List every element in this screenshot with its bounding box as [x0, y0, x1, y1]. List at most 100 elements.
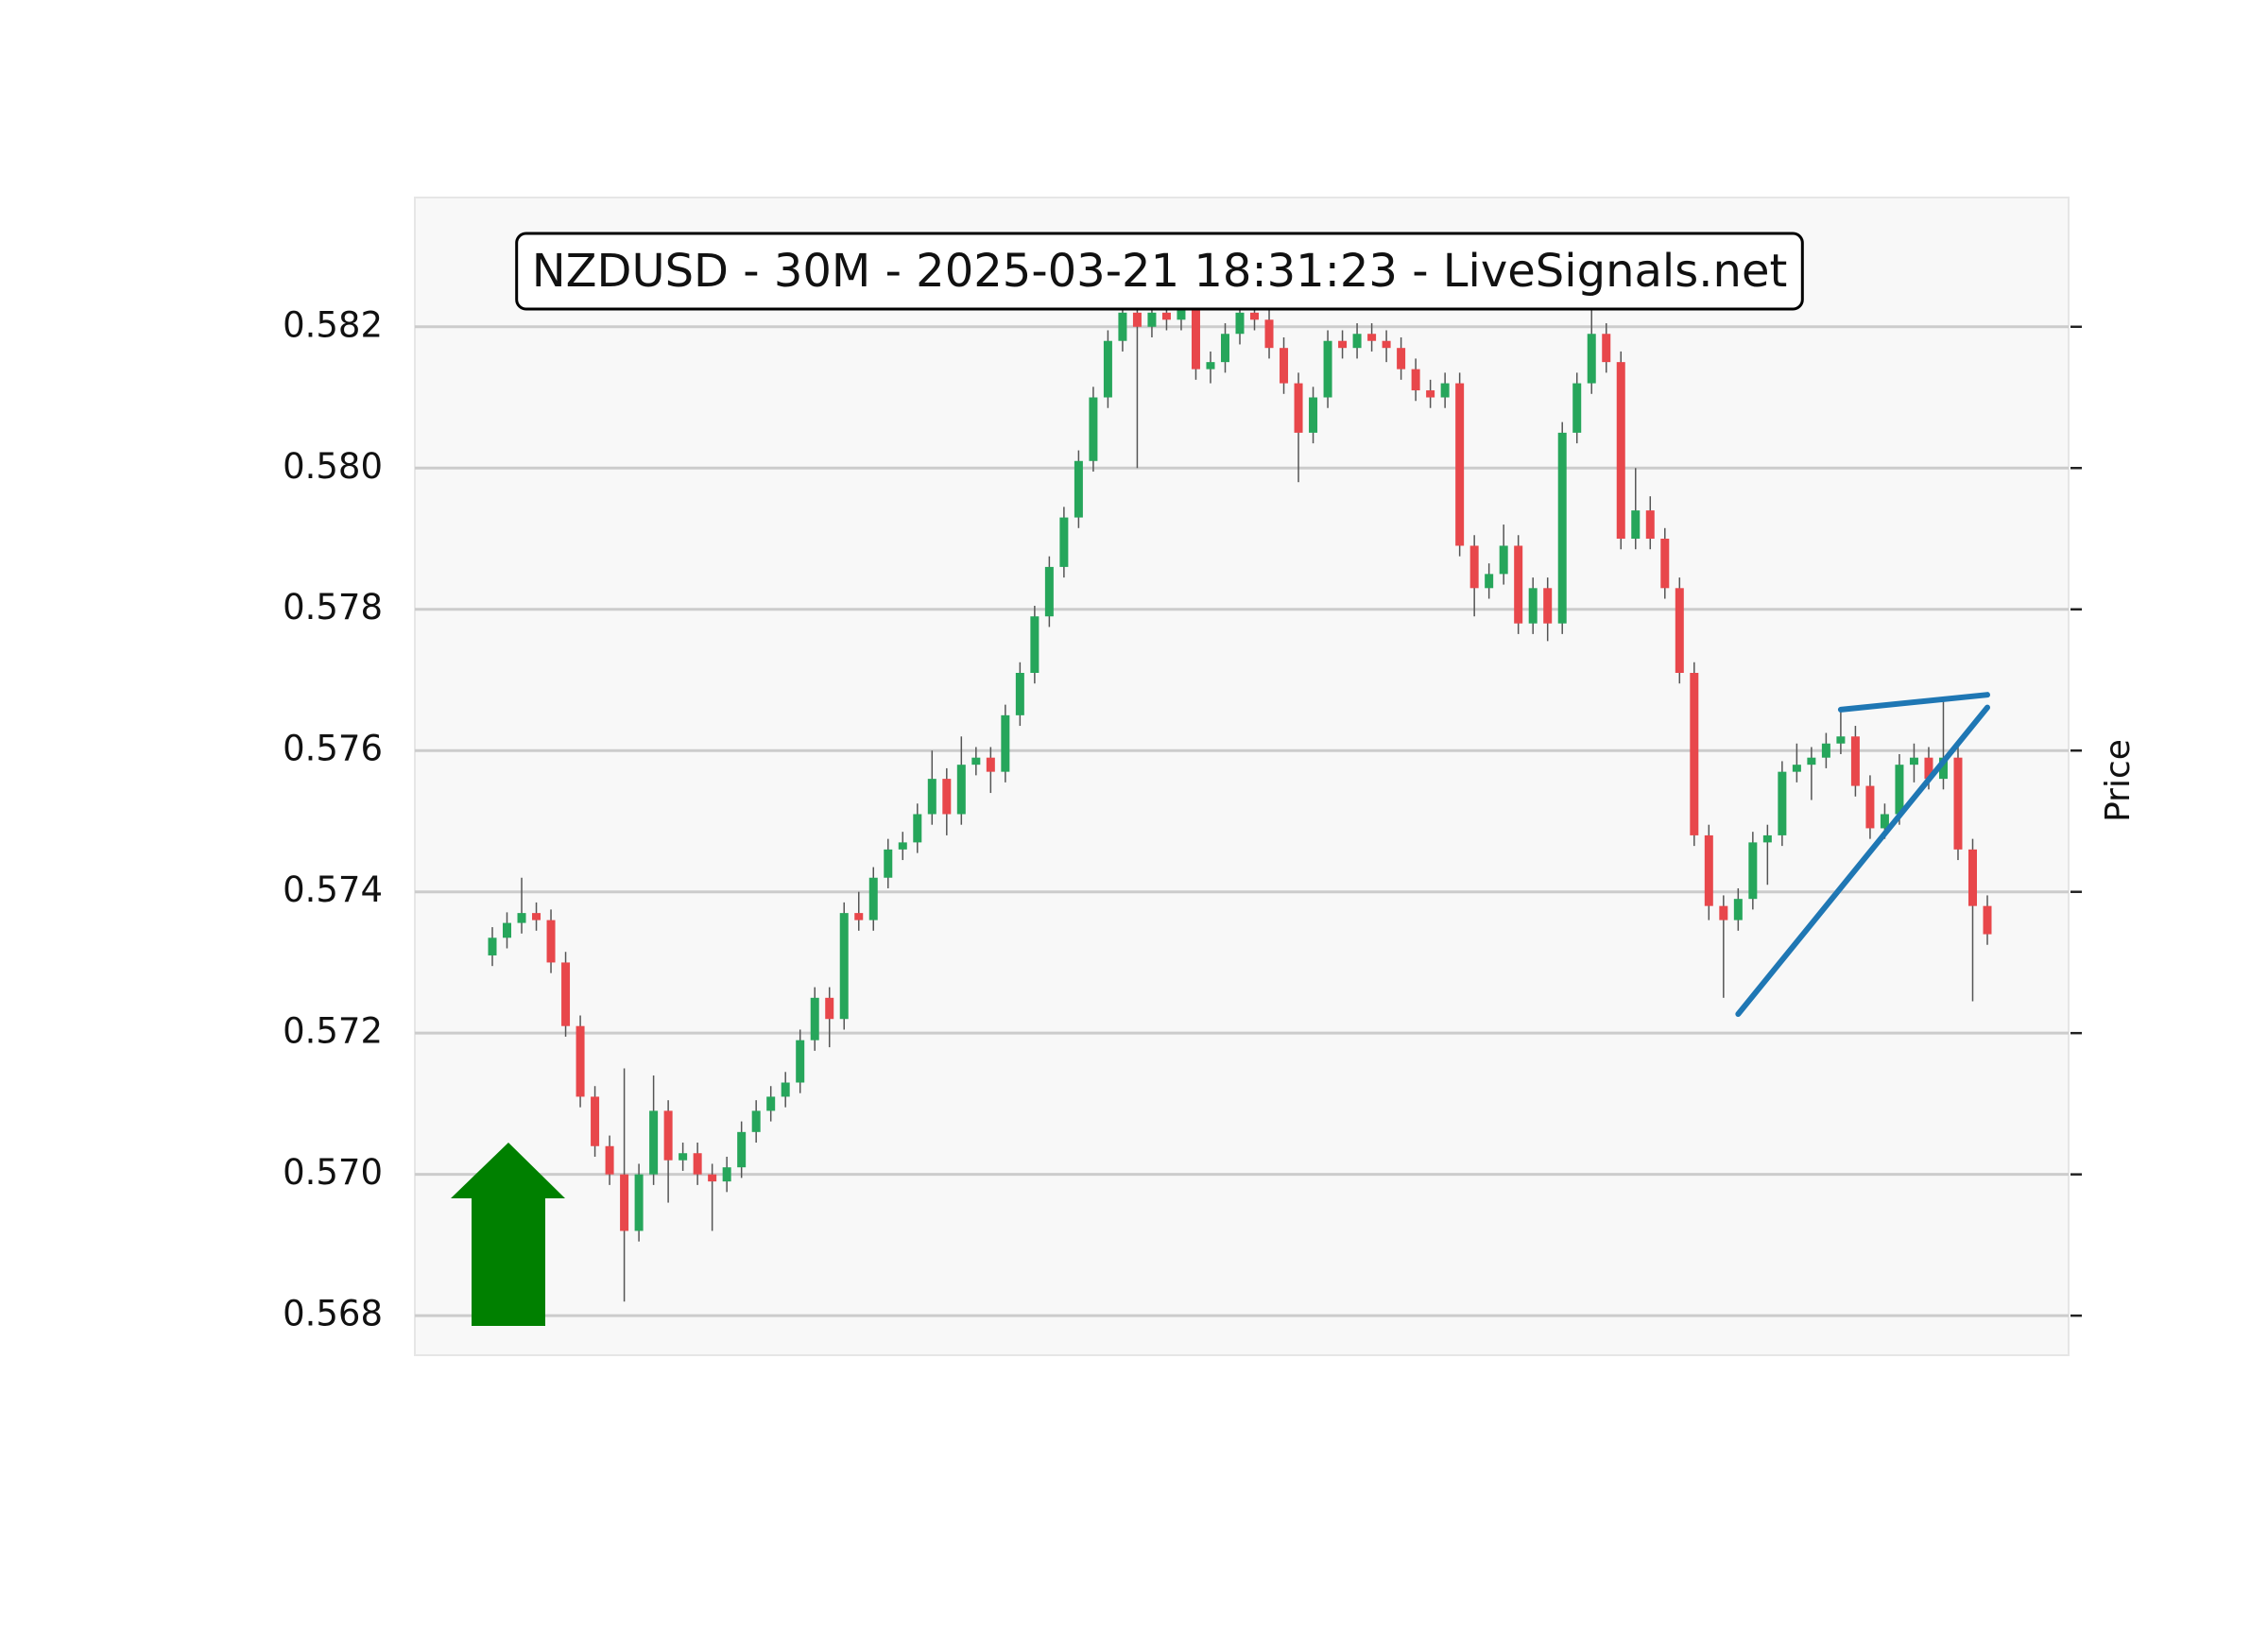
candle-body: [1485, 574, 1494, 589]
candle-body: [1821, 743, 1830, 758]
grid: 0.568 0.570 0.572 0.574 0.576 0.578 0.580 0.582: [283, 304, 2082, 1334]
candle-body: [1719, 905, 1728, 920]
candle-body: [766, 1096, 776, 1111]
candle-body: [1631, 510, 1641, 539]
candle-body: [1440, 383, 1450, 398]
candle-body: [1264, 319, 1274, 349]
candle-body: [1294, 383, 1303, 433]
candle-body: [1865, 785, 1875, 829]
candle-body: [1147, 312, 1157, 327]
candle-body: [781, 1082, 790, 1097]
candle-body: [1177, 305, 1186, 320]
candle-body: [825, 997, 834, 1020]
candle-body: [986, 757, 995, 772]
candle-body: [517, 913, 526, 923]
candle-body: [1924, 757, 1933, 780]
candle-body: [1220, 334, 1229, 363]
candle-body: [1118, 312, 1127, 341]
candle-body: [1528, 588, 1538, 624]
candle-body: [1132, 312, 1142, 327]
candle-body: [1469, 545, 1479, 589]
candle-body: [1455, 383, 1465, 546]
candle-body: [708, 1174, 717, 1182]
candle-body: [942, 779, 952, 815]
candle-body: [1397, 348, 1406, 370]
y-tick-label: 0.572: [283, 1011, 383, 1052]
candle-body: [737, 1131, 747, 1168]
trendline: [1837, 692, 1990, 713]
trendline: [1735, 704, 1990, 1018]
candle-body: [1411, 369, 1420, 391]
candle-body: [1953, 757, 1963, 850]
candle-body: [649, 1110, 659, 1175]
candle-body: [1338, 340, 1348, 349]
candle-body: [1059, 517, 1069, 567]
candle-body: [1001, 714, 1010, 772]
candle-body: [1309, 397, 1318, 433]
candle-body: [1909, 757, 1918, 765]
y-axis-label: Price: [2099, 739, 2138, 822]
y-tick-label: 0.578: [283, 587, 383, 628]
candle-body: [1191, 305, 1200, 370]
candle-body: [751, 1110, 761, 1132]
candle-body: [1250, 312, 1260, 320]
candle-body: [839, 913, 849, 1020]
candle-body: [532, 913, 541, 920]
candle-body: [1895, 765, 1904, 815]
candle-body: [1704, 834, 1713, 906]
candle-body: [634, 1174, 644, 1231]
candle-body: [1762, 834, 1772, 843]
candle-body: [1103, 340, 1112, 398]
candle-body: [1074, 460, 1083, 518]
candle-body: [1587, 334, 1596, 384]
candle-body: [971, 757, 981, 765]
candle-body: [1030, 616, 1040, 674]
candle-body: [1280, 348, 1289, 384]
candle-body: [1557, 432, 1567, 624]
candle-body: [1382, 340, 1391, 349]
candle-body: [503, 922, 512, 938]
candle-body: [1690, 673, 1699, 835]
candle-body: [956, 765, 966, 815]
candle-body: [722, 1167, 731, 1182]
candle-body: [620, 1174, 629, 1231]
candle-body: [1161, 312, 1171, 320]
candle-body: [679, 1153, 688, 1161]
candle-body: [1367, 334, 1377, 341]
title-box: [515, 232, 1804, 311]
candle-body: [884, 849, 893, 878]
candle-body: [576, 1025, 585, 1097]
candle-body: [854, 913, 864, 920]
candle-body: [546, 920, 556, 963]
candle-body: [663, 1110, 673, 1161]
candle-body: [591, 1096, 600, 1146]
trendlines: [1735, 692, 1990, 1018]
candles: [488, 291, 1992, 1302]
candle-body: [927, 779, 936, 815]
y-tick-label: 0.582: [283, 304, 383, 345]
plot-area: [414, 197, 2070, 1356]
candle-body: [898, 842, 907, 850]
candle-body: [796, 1040, 805, 1083]
candle-body: [1792, 765, 1801, 772]
candle-body: [488, 937, 497, 955]
candle-body: [693, 1153, 702, 1175]
candle-body: [913, 814, 922, 843]
candle-body: [1675, 588, 1684, 674]
buy-signal-arrow: [451, 1143, 565, 1326]
candle-body: [1044, 566, 1054, 617]
candle-body: [1426, 390, 1435, 398]
candle-body: [1938, 757, 1948, 780]
y-tick-label: 0.570: [283, 1152, 383, 1193]
candle-body: [1733, 899, 1743, 920]
candle-body: [1616, 362, 1625, 539]
candle-body: [1235, 312, 1245, 335]
candle-body: [1983, 905, 1992, 935]
candle-body: [1880, 814, 1889, 829]
candle-body: [1572, 383, 1582, 433]
y-tick-label: 0.574: [283, 869, 383, 910]
candle-body: [1352, 334, 1362, 349]
candle-body: [1206, 362, 1215, 370]
candle-body: [1660, 538, 1670, 589]
